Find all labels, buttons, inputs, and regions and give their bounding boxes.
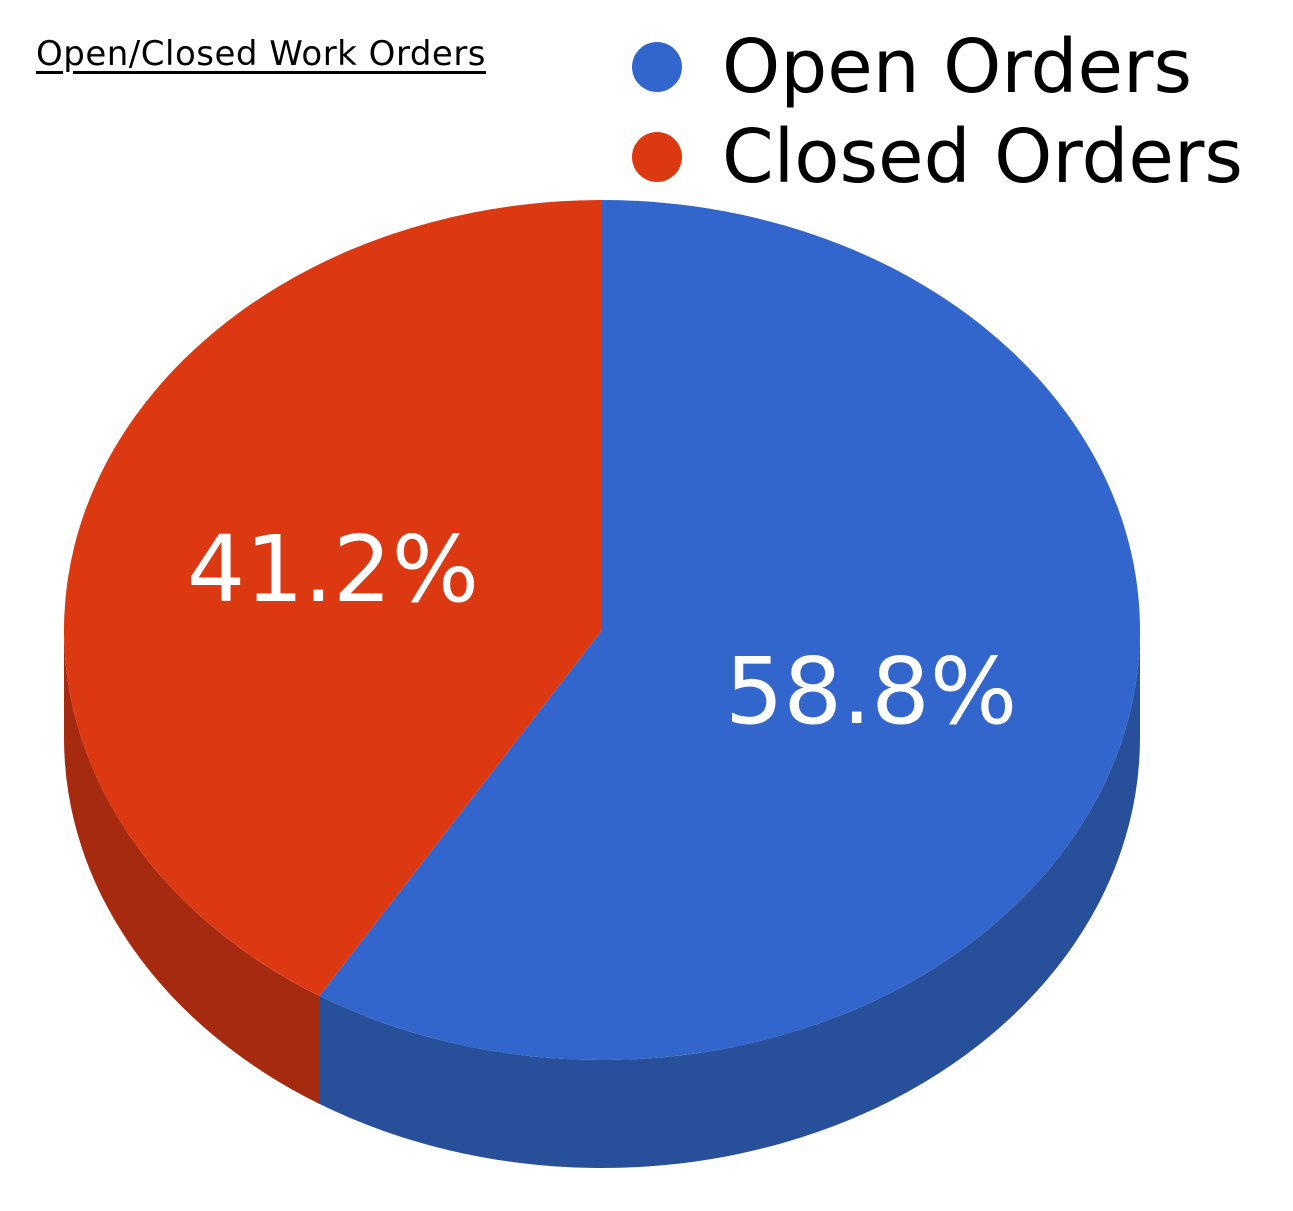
legend-swatch-open-orders <box>632 42 682 92</box>
slice-label-closed-orders: 41.2% <box>187 516 479 623</box>
pie-side-open-orders <box>319 630 1140 1168</box>
pie-slice-open-orders <box>319 200 1141 1060</box>
legend-label-closed-orders: Closed Orders <box>722 114 1243 200</box>
pie-side-closed-orders <box>64 630 320 1104</box>
pie-slice-closed-orders <box>64 200 603 996</box>
legend-item-closed-orders: Closed Orders <box>632 112 1243 202</box>
legend-item-open-orders: Open Orders <box>632 22 1243 112</box>
chart-title: Open/Closed Work Orders <box>36 34 487 74</box>
legend-swatch-closed-orders <box>632 132 682 182</box>
slice-label-open-orders: 58.8% <box>725 638 1017 745</box>
legend-label-open-orders: Open Orders <box>722 24 1193 110</box>
legend: Open Orders Closed Orders <box>632 22 1243 202</box>
